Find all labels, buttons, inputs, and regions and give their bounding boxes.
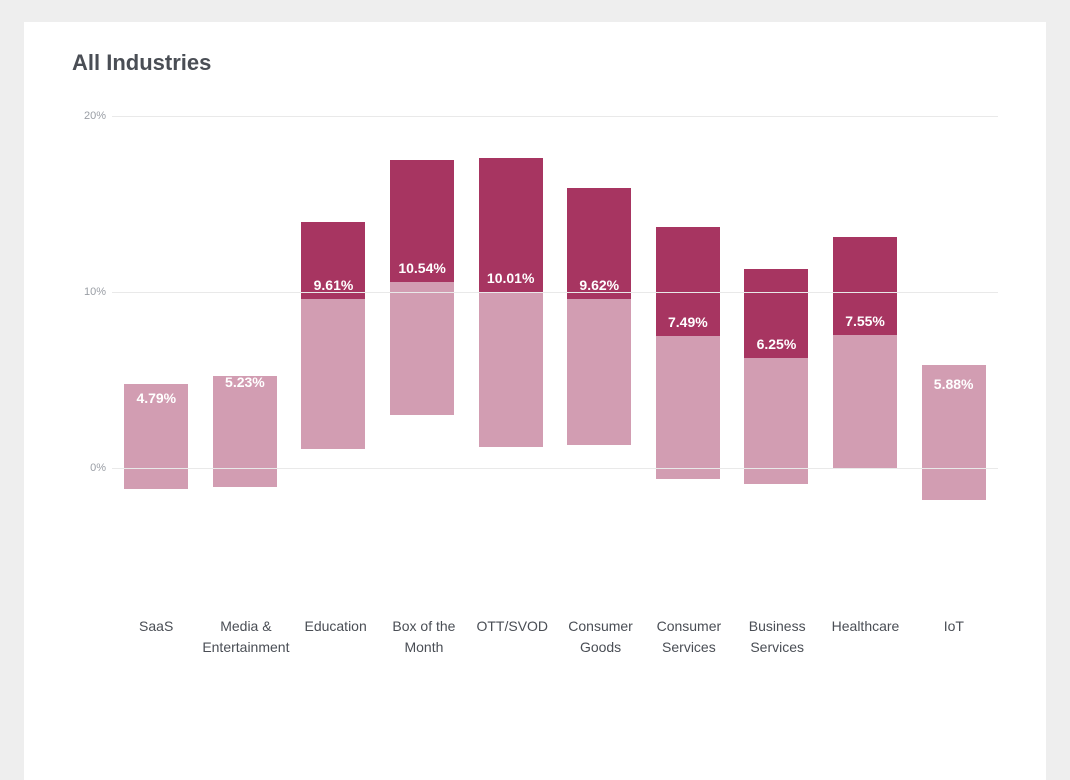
- bar-value-label: 4.79%: [124, 390, 188, 406]
- chart-title: All Industries: [72, 50, 998, 76]
- bar-value-label: 10.01%: [479, 270, 543, 286]
- bar-segment-lower: [656, 336, 720, 478]
- bar-segment-upper: 10.01%: [479, 158, 543, 292]
- bar-slot: 10.54%: [378, 116, 467, 556]
- bar-value-label: 9.62%: [567, 277, 631, 293]
- bar-segment-lower: [833, 335, 897, 468]
- bar-segment-upper: 6.25%: [744, 269, 808, 358]
- bar-slot: 9.61%: [289, 116, 378, 556]
- bar-slot: 6.25%: [732, 116, 821, 556]
- x-tick-label: Business Services: [733, 616, 821, 676]
- bar-slot: 4.79%: [112, 116, 201, 556]
- bar-segment-upper: 7.49%: [656, 227, 720, 336]
- gridline: [112, 468, 998, 469]
- bar-slot: 7.49%: [644, 116, 733, 556]
- bar-segment-upper: 10.54%: [390, 160, 454, 282]
- bar-segment-upper: 7.55%: [833, 237, 897, 335]
- bar-value-label: 10.54%: [390, 260, 454, 276]
- x-tick-label: Media & Entertainment: [200, 616, 291, 676]
- bar-slot: 7.55%: [821, 116, 910, 556]
- y-tick-label: 0%: [72, 462, 106, 474]
- bar-segment-lower: [567, 299, 631, 445]
- bar-slot: 5.23%: [201, 116, 290, 556]
- plot-area: 4.79% 5.23% 9.61% 10.54% 10.01% 9.62% 7.49% 6.2…: [112, 116, 998, 556]
- bar-segment-lower: [213, 376, 277, 487]
- bar-slot: 10.01%: [466, 116, 555, 556]
- bar-value-label: 5.23%: [213, 374, 277, 390]
- bars-container: 4.79% 5.23% 9.61% 10.54% 10.01% 9.62% 7.49% 6.2…: [112, 116, 998, 556]
- x-tick-label: Consumer Services: [645, 616, 733, 676]
- bar-value-label: 7.49%: [656, 314, 720, 330]
- x-tick-label: Education: [291, 616, 379, 676]
- x-axis-labels: SaaSMedia & EntertainmentEducationBox of…: [112, 616, 998, 676]
- bar-segment-upper: 9.62%: [567, 188, 631, 299]
- y-tick-label: 20%: [72, 110, 106, 122]
- bar-segment-lower: [479, 292, 543, 447]
- y-tick-label: 10%: [72, 286, 106, 298]
- bar-segment-lower: [390, 282, 454, 415]
- bar-slot: 5.88%: [909, 116, 998, 556]
- bar-value-label: 5.88%: [922, 376, 986, 392]
- x-tick-label: IoT: [910, 616, 998, 676]
- bar-value-label: 9.61%: [301, 277, 365, 293]
- gridline: [112, 292, 998, 293]
- bar-slot: 9.62%: [555, 116, 644, 556]
- chart-card: All Industries 4.79% 5.23% 9.61% 10.54% 10.0…: [24, 22, 1046, 780]
- x-tick-label: Box of the Month: [380, 616, 468, 676]
- x-tick-label: SaaS: [112, 616, 200, 676]
- x-tick-label: Consumer Goods: [556, 616, 644, 676]
- bar-segment-lower: [301, 299, 365, 449]
- bar-segment-lower: [744, 358, 808, 484]
- bar-value-label: 6.25%: [744, 336, 808, 352]
- x-tick-label: Healthcare: [821, 616, 909, 676]
- gridline: [112, 116, 998, 117]
- x-tick-label: OTT/SVOD: [468, 616, 556, 676]
- bar-value-label: 7.55%: [833, 313, 897, 329]
- chart-area: 4.79% 5.23% 9.61% 10.54% 10.01% 9.62% 7.49% 6.2…: [72, 116, 998, 676]
- bar-segment-upper: 9.61%: [301, 222, 365, 299]
